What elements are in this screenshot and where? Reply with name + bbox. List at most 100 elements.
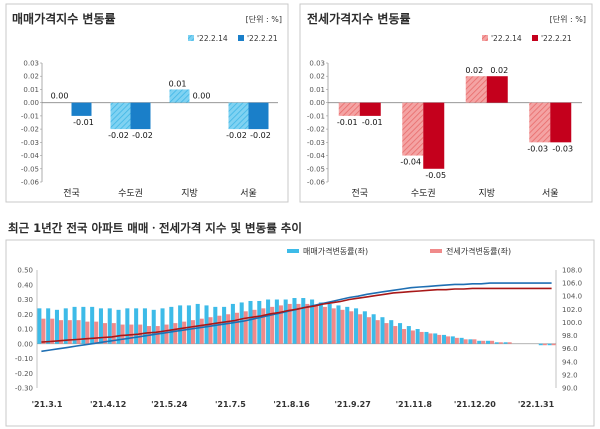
bar-jeonse-change: [314, 305, 319, 344]
bar-jeonse-change: [243, 311, 248, 344]
bar-sale-change: [345, 306, 350, 344]
y-left-tick-label: 0.20: [17, 311, 33, 319]
y-tick-label: 0.01: [309, 86, 325, 94]
bar-sale-change: [494, 342, 499, 344]
bar-jeonse-change: [358, 314, 363, 344]
category-label: 전국: [351, 188, 368, 199]
bar-jeonse-change: [58, 320, 64, 344]
bar-jeonse-change: [551, 343, 556, 346]
bar-sale-change: [310, 299, 315, 344]
bar-sale-change: [371, 314, 376, 344]
legend-swatch-sale: [287, 249, 299, 253]
y-tick-label: 0.02: [309, 73, 325, 81]
bar-jeonse-change: [208, 317, 213, 344]
bar-curr: [423, 102, 445, 169]
bar-prev: [338, 102, 360, 116]
y-right-tick-label: 94.0: [562, 358, 578, 366]
data-label: -0.02: [132, 131, 153, 140]
bar-sale-change: [283, 299, 288, 344]
y-tick-label: -0.02: [307, 126, 325, 134]
bar-curr: [130, 102, 151, 130]
bar-jeonse-change: [252, 309, 257, 344]
category-label: 지방: [478, 188, 495, 199]
line-jeonse-index: [41, 287, 552, 343]
bar-sale-change: [468, 339, 473, 344]
bar-jeonse-change: [85, 321, 90, 344]
y-tick-label: -0.04: [307, 152, 326, 160]
category-label: 수도권: [118, 187, 143, 199]
x-tick-label: '22.1.31: [518, 400, 555, 409]
category-label: 지방: [181, 188, 198, 199]
bar-curr: [486, 76, 508, 103]
panel-jeonse-unit: [단위 : %]: [550, 14, 586, 24]
bar-sale-change: [257, 300, 262, 344]
bar-sale-change: [459, 337, 464, 344]
panel-sale-unit: [단위 : %]: [246, 14, 282, 24]
bar-sale-change: [415, 329, 420, 344]
bar-sale-change: [538, 343, 543, 346]
bar-sale-change: [336, 305, 341, 344]
bar-jeonse-change: [340, 309, 345, 344]
legend-swatch-curr: [532, 35, 538, 41]
category-label: 서울: [240, 188, 257, 199]
bar-jeonse-change: [481, 340, 486, 344]
bar-jeonse-change: [472, 339, 477, 344]
bar-prev: [228, 102, 249, 130]
y-tick-label: -0.01: [307, 112, 325, 120]
bar-sale-change: [266, 299, 271, 344]
bar-sale-change: [90, 306, 95, 344]
y-tick-label: 0.02: [23, 73, 39, 81]
y-tick-label: -0.05: [307, 165, 325, 173]
category-label: 전국: [63, 188, 80, 199]
bar-jeonse-change: [410, 330, 415, 344]
legend-label-jeonse: 전세가격변동률(좌): [446, 246, 511, 256]
y-left-tick-label: 0.30: [17, 296, 33, 304]
y-left-tick-label: 0.40: [17, 281, 33, 289]
bar-jeonse-change: [296, 303, 301, 344]
bar-sale-change: [169, 306, 174, 344]
x-tick-label: '21.11.8: [396, 400, 433, 409]
bar-sale-change: [318, 302, 323, 344]
bar-jeonse-change: [393, 326, 398, 344]
y-tick-label: -0.01: [21, 112, 39, 120]
bar-jeonse-change: [402, 329, 407, 344]
y-tick-label: -0.03: [307, 139, 325, 147]
bar-sale-change: [72, 306, 77, 344]
category-label: 서울: [542, 188, 559, 199]
bar-sale-change: [134, 308, 139, 344]
bar-sale-change: [142, 308, 147, 344]
bar-sale-change: [477, 340, 482, 344]
bar-prev: [529, 102, 551, 143]
bar-jeonse-change: [419, 331, 424, 344]
panel-sale-title: 매매가격지수 변동률: [12, 11, 116, 26]
legend-label-prev: '22.2.14: [197, 34, 228, 43]
bar-sale-change: [37, 308, 42, 344]
bar-sale-change: [354, 308, 359, 344]
bar-jeonse-change: [102, 323, 108, 344]
legend-label-sale: 매매가격변동률(좌): [303, 246, 368, 256]
bar-jeonse-change: [446, 336, 451, 344]
bar-sale-change: [274, 299, 279, 344]
bar-sale-change: [248, 300, 253, 344]
x-tick-label: '21.7.5: [215, 400, 246, 409]
data-label: -0.03: [527, 144, 548, 153]
bar-jeonse-change: [155, 326, 160, 344]
bar-jeonse-change: [217, 315, 222, 344]
bar-sale-change: [503, 342, 508, 344]
bar-curr: [550, 102, 572, 143]
bar-sale-change: [362, 311, 367, 344]
legend-label-curr: '22.2.21: [541, 34, 572, 43]
bar-sale-change: [46, 308, 51, 344]
legend-swatch-prev: [188, 35, 194, 41]
y-tick-label: 0.01: [23, 86, 39, 94]
y-left-tick-label: -0.10: [15, 355, 33, 363]
bar-jeonse-change: [182, 321, 187, 344]
y-tick-label: -0.03: [21, 139, 39, 147]
y-right-tick-label: 104.0: [562, 293, 582, 301]
bar-sale-change: [398, 323, 403, 344]
bar-jeonse-change: [384, 323, 389, 344]
bar-sale-change: [195, 303, 200, 344]
y-tick-label: -0.02: [21, 126, 39, 134]
data-label: -0.01: [362, 118, 383, 127]
